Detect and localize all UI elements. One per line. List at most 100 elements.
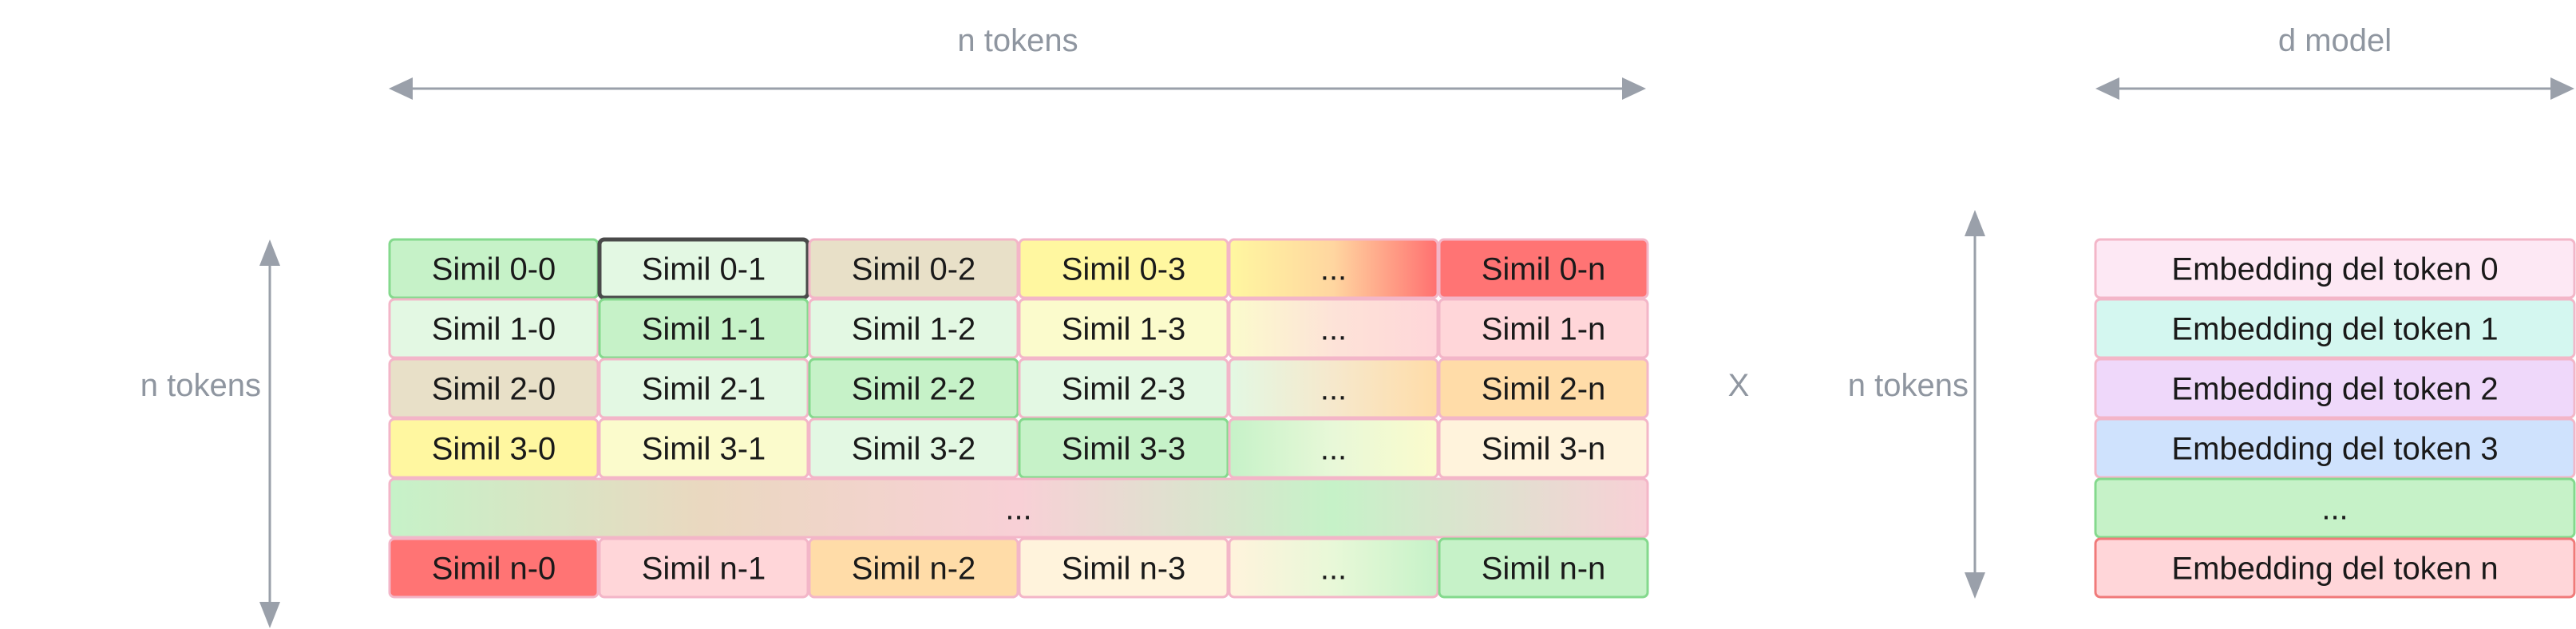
mid-n-tokens-label: n tokens — [1848, 368, 1969, 403]
matrix-cell-r5-c1: Simil n-1 — [598, 537, 809, 599]
matrix-cell-r3-c4-label: ... — [1320, 432, 1347, 467]
embedding-row-3-label: Embedding del token 3 — [2171, 432, 2498, 467]
matrix-cell-r5-c0-label: Simil n-0 — [432, 552, 556, 587]
matrix-cell-r0-c2-label: Simil 0-2 — [852, 252, 976, 287]
matrix-cell-r3-c0-box — [388, 417, 599, 479]
matrix-cell-r2-c4-label: ... — [1320, 372, 1347, 407]
matrix-cell-r3-c4: ... — [1228, 417, 1439, 479]
matrix-cell-r1-c0-box — [388, 298, 599, 359]
matrix-cell-r0-c5-label: Simil 0-n — [1482, 252, 1606, 287]
matrix-cell-r5-c5: Simil n-n — [1438, 537, 1649, 599]
matrix-cell-r3-c5: Simil 3-n — [1438, 417, 1649, 479]
matrix-cell-r5-c4: ... — [1228, 537, 1439, 599]
matrix-cell-r2-c1-box — [598, 358, 809, 419]
matrix-cell-r5-c2: Simil n-2 — [808, 537, 1019, 599]
matrix-cell-r3-c4-box — [1228, 417, 1439, 479]
embedding-row-1-box — [2094, 298, 2576, 359]
matrix-cell-r2-c4: ... — [1228, 358, 1439, 419]
matrix-cell-r0-c5-box — [1438, 238, 1649, 299]
matrix-cell-r5-c3-label: Simil n-3 — [1062, 552, 1186, 587]
matrix-cell-r2-c3: Simil 2-3 — [1018, 358, 1229, 419]
matrix-cell-r2-c5: Simil 2-n — [1438, 358, 1649, 419]
matrix-cell-r5-c0: Simil n-0 — [388, 537, 599, 599]
matrix-cell-r1-c0-label: Simil 1-0 — [432, 312, 556, 347]
matrix-cell-r0-c4: ... — [1228, 238, 1439, 299]
embedding-row-5-box — [2094, 537, 2576, 599]
matrix-cell-r1-c5-label: Simil 1-n — [1482, 312, 1606, 347]
matrix-cell-r3-c2: Simil 3-2 — [808, 417, 1019, 479]
matrix-cell-r3-c1: Simil 3-1 — [598, 417, 809, 479]
embedding-row-0-label: Embedding del token 0 — [2171, 252, 2498, 287]
matrix-cell-r2-c2-label: Simil 2-2 — [852, 372, 976, 407]
embedding-row-4: ... — [2094, 477, 2576, 539]
embedding-row-5-label: Embedding del token n — [2171, 552, 2498, 587]
left-n-tokens-arrow — [259, 239, 280, 628]
matrix-cell-r2-c1: Simil 2-1 — [598, 358, 809, 419]
matrix-cell-r5-c0-box — [388, 537, 599, 599]
matrix-cell-r5-c5-label: Simil n-n — [1482, 552, 1606, 587]
matrix-cell-r1-c1-label: Simil 1-1 — [642, 312, 766, 347]
matrix-cell-r3-c1-label: Simil 3-1 — [642, 432, 766, 467]
embedding-row-2-box — [2094, 358, 2576, 419]
matrix-cell-r3-c3-label: Simil 3-3 — [1062, 432, 1186, 467]
matrix-cell-r1-c4-label: ... — [1320, 312, 1347, 347]
matrix-cell-r1-c3-label: Simil 1-3 — [1062, 312, 1186, 347]
top-n-tokens-arrow — [389, 77, 1646, 100]
matrix-cell-r2-c1-label: Simil 2-1 — [642, 372, 766, 407]
matrix-cell-r5-c5-box — [1438, 537, 1649, 599]
matrix-cell-r2-c2: Simil 2-2 — [808, 358, 1019, 419]
matrix-cell-r1-c5-box — [1438, 298, 1649, 359]
matrix-cell-r1-c2-label: Simil 1-2 — [852, 312, 976, 347]
matrix-cell-r1-c3-box — [1018, 298, 1229, 359]
matrix-cell-r5-c3-box — [1018, 537, 1229, 599]
similarity-matrix: Simil 0-0 Simil 0-1 Simil 0-2 Simil 0-3... S… — [388, 237, 1649, 599]
matrix-cell-r1-c3: Simil 1-3 — [1018, 298, 1229, 359]
matrix-cell-r1-c4: ... — [1228, 298, 1439, 359]
matrix-cell-r0-c3-label: Simil 0-3 — [1062, 252, 1186, 287]
matrix-cell-r0-c2: Simil 0-2 — [808, 238, 1019, 299]
matrix-cell-r5-c2-box — [808, 537, 1019, 599]
matrix-cell-r2-c5-label: Simil 2-n — [1482, 372, 1606, 407]
embedding-list: Embedding del token 0 Embedding del token… — [2094, 238, 2576, 599]
matrix-cell-r3-c1-box — [598, 417, 809, 479]
matrix-cell-r3-c3: Simil 3-3 — [1018, 417, 1229, 479]
embedding-row-0-box — [2094, 238, 2576, 299]
matrix-cell-r1-c2-box — [808, 298, 1019, 359]
embedding-row-4-box — [2094, 477, 2576, 539]
embedding-row-4-label: ... — [2321, 492, 2348, 527]
matrix-cell-r3-c5-label: Simil 3-n — [1482, 432, 1606, 467]
embedding-row-0: Embedding del token 0 — [2094, 238, 2576, 299]
top-n-tokens-label: n tokens — [957, 23, 1078, 58]
mid-n-tokens-arrow — [1965, 210, 1985, 599]
embedding-row-1-label: Embedding del token 1 — [2171, 312, 2498, 347]
matrix-cell-r5-c3: Simil n-3 — [1018, 537, 1229, 599]
matrix-cell-r0-c3: Simil 0-3 — [1018, 238, 1229, 299]
matrix-cell-r4-c0-box — [388, 477, 1649, 539]
matrix-cell-r2-c4-box — [1228, 358, 1439, 419]
matrix-cell-r5-c4-label: ... — [1320, 552, 1347, 587]
matrix-cell-r2-c0: Simil 2-0 — [388, 358, 599, 419]
multiply-sign: X — [1728, 368, 1750, 403]
top-d-model-label: d model — [2278, 23, 2392, 58]
embedding-row-2: Embedding del token 2 — [2094, 358, 2576, 419]
matrix-cell-r0-c4-box — [1228, 238, 1439, 299]
left-n-tokens-label: n tokens — [140, 368, 261, 403]
matrix-cell-r0-c3-box — [1018, 238, 1229, 299]
matrix-cell-r5-c1-label: Simil n-1 — [642, 552, 766, 587]
embedding-row-5: Embedding del token n — [2094, 537, 2576, 599]
matrix-cell-r0-c5: Simil 0-n — [1438, 238, 1649, 299]
matrix-cell-r0-c0: Simil 0-0 — [388, 238, 599, 299]
matrix-cell-r1-c4-box — [1228, 298, 1439, 359]
matrix-cell-r0-c2-box — [808, 238, 1019, 299]
matrix-cell-r0-c1-box — [597, 237, 810, 300]
matrix-cell-r3-c0-label: Simil 3-0 — [432, 432, 556, 467]
matrix-cell-r1-c1: Simil 1-1 — [598, 298, 809, 359]
matrix-cell-r2-c0-label: Simil 2-0 — [432, 372, 556, 407]
top-d-model-arrow — [2095, 77, 2574, 100]
matrix-cell-r1-c1-box — [598, 298, 809, 359]
matrix-cell-r1-c5: Simil 1-n — [1438, 298, 1649, 359]
matrix-cell-r0-c0-label: Simil 0-0 — [432, 252, 556, 287]
matrix-cell-r5-c1-box — [598, 537, 809, 599]
matrix-cell-r1-c2: Simil 1-2 — [808, 298, 1019, 359]
matrix-cell-r2-c0-box — [388, 358, 599, 419]
